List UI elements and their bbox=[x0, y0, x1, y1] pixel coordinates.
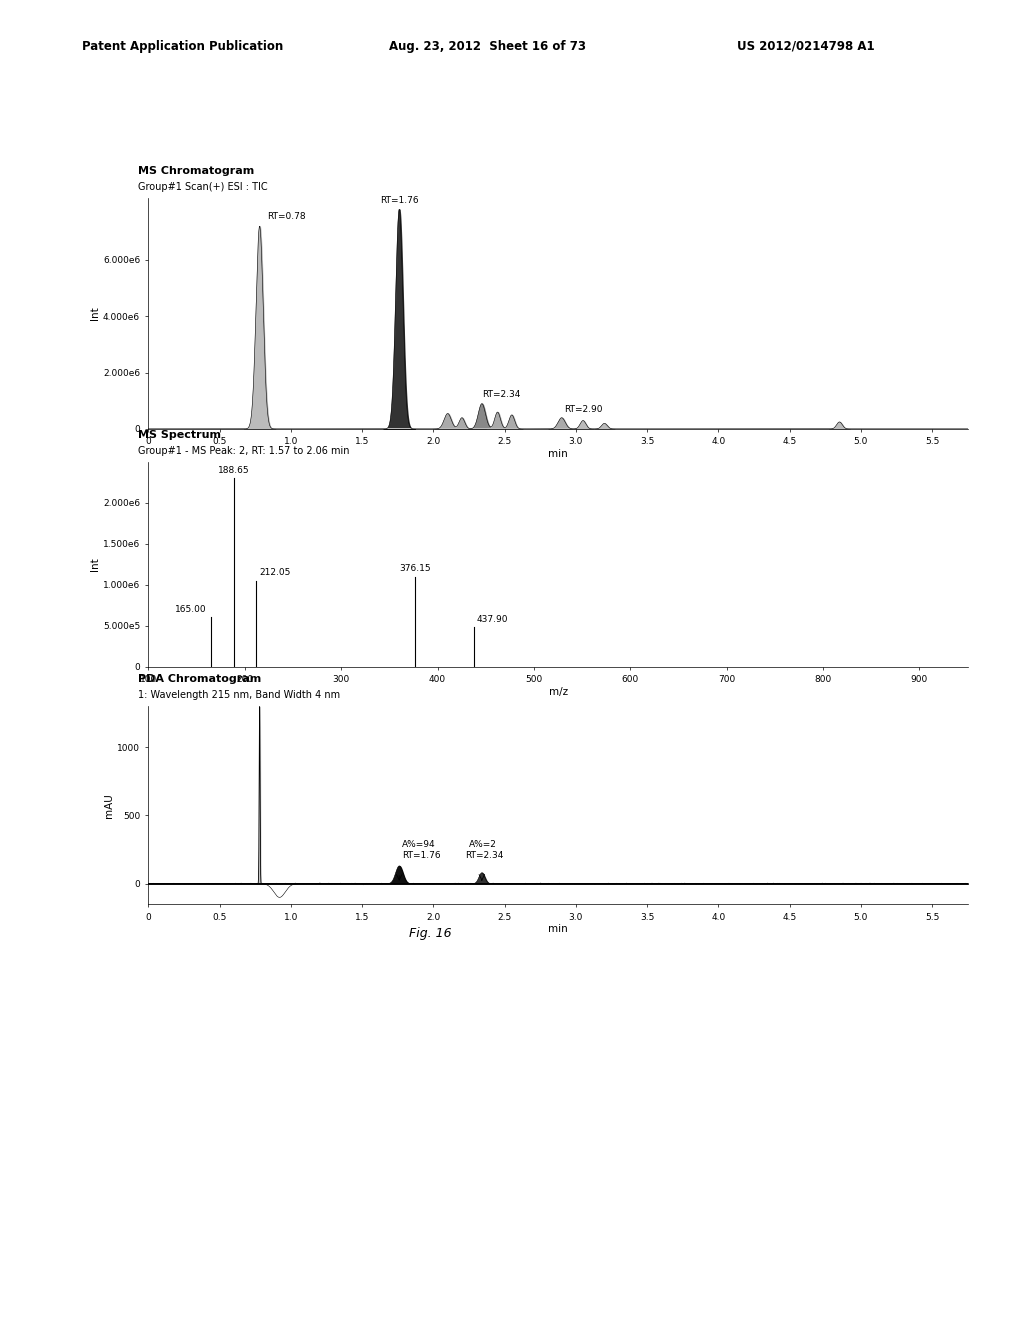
X-axis label: min: min bbox=[548, 924, 568, 935]
Text: RT=0.78: RT=0.78 bbox=[266, 211, 305, 220]
Y-axis label: mAU: mAU bbox=[104, 793, 115, 817]
Text: 212.05: 212.05 bbox=[259, 569, 291, 577]
Text: Group#1 Scan(+) ESI : TIC: Group#1 Scan(+) ESI : TIC bbox=[138, 182, 268, 193]
Text: 1: Wavelength 215 nm, Band Width 4 nm: 1: Wavelength 215 nm, Band Width 4 nm bbox=[138, 690, 340, 701]
X-axis label: min: min bbox=[548, 449, 568, 459]
Text: RT=2.34: RT=2.34 bbox=[482, 391, 520, 400]
Text: US 2012/0214798 A1: US 2012/0214798 A1 bbox=[737, 40, 874, 53]
Text: PDA Chromatogram: PDA Chromatogram bbox=[138, 675, 261, 685]
Text: RT=2.34: RT=2.34 bbox=[465, 851, 503, 859]
Text: A%=94: A%=94 bbox=[402, 840, 435, 849]
Y-axis label: Int: Int bbox=[90, 306, 100, 321]
Text: MS Spectrum: MS Spectrum bbox=[138, 430, 221, 441]
Text: Group#1 - MS Peak: 2, RT: 1.57 to 2.06 min: Group#1 - MS Peak: 2, RT: 1.57 to 2.06 m… bbox=[138, 446, 350, 457]
Text: MS Chromatogram: MS Chromatogram bbox=[138, 166, 255, 177]
Text: Fig. 16: Fig. 16 bbox=[409, 927, 452, 940]
Text: RT=2.90: RT=2.90 bbox=[564, 404, 603, 413]
Text: 188.65: 188.65 bbox=[218, 466, 250, 475]
Text: Patent Application Publication: Patent Application Publication bbox=[82, 40, 284, 53]
X-axis label: m/z: m/z bbox=[549, 686, 567, 697]
Text: 165.00: 165.00 bbox=[175, 606, 206, 614]
Y-axis label: Int: Int bbox=[90, 557, 100, 572]
Text: Aug. 23, 2012  Sheet 16 of 73: Aug. 23, 2012 Sheet 16 of 73 bbox=[389, 40, 586, 53]
Text: 376.15: 376.15 bbox=[398, 565, 430, 573]
Text: 437.90: 437.90 bbox=[477, 615, 509, 624]
Text: A%=2: A%=2 bbox=[469, 840, 497, 849]
Text: RT=1.76: RT=1.76 bbox=[402, 851, 440, 859]
Text: RT=1.76: RT=1.76 bbox=[380, 197, 419, 205]
